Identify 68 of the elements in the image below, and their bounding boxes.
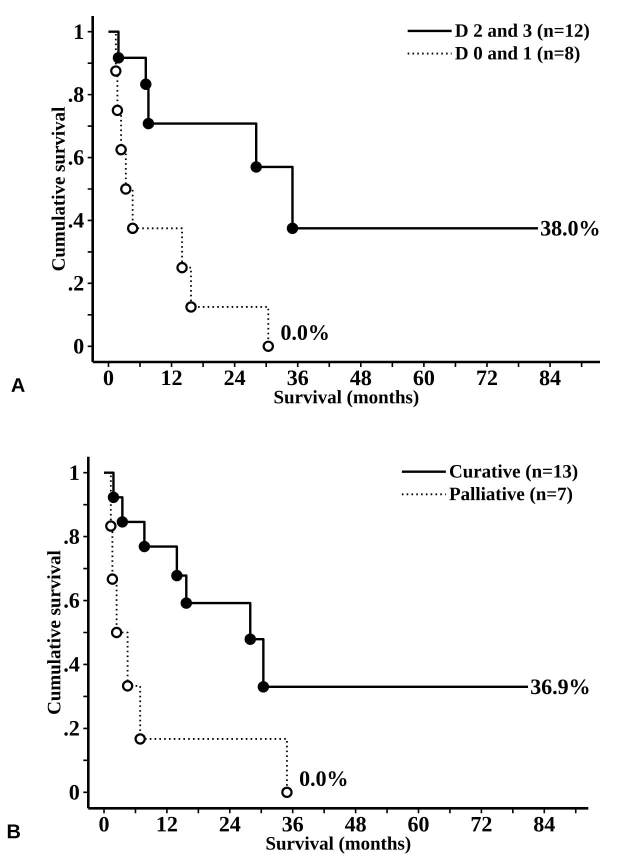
- point: [171, 570, 183, 582]
- x-tick-label: 72: [477, 370, 497, 386]
- point: [116, 516, 128, 528]
- text: A: [11, 378, 25, 392]
- y-tick-label: .2: [68, 276, 84, 291]
- point: [258, 681, 270, 693]
- point: [142, 118, 154, 130]
- x-tick-label: 36: [282, 816, 304, 832]
- x-tick-label: 36: [288, 370, 308, 386]
- annotation: 0.0%: [281, 325, 328, 340]
- y-tick-label: .8: [64, 529, 80, 544]
- y-tick-label: 0: [70, 784, 79, 800]
- x-tick-label: 48: [344, 816, 366, 832]
- point: [120, 183, 132, 195]
- legend-label: Palliative (n=7): [449, 487, 572, 504]
- point: [106, 573, 118, 585]
- legend-label: Curative (n=13): [450, 464, 578, 482]
- x-tick-label: 0: [99, 816, 109, 832]
- y-tick-label: .4: [68, 213, 84, 228]
- x-tick-label: 60: [414, 370, 434, 386]
- y-tick-label: 1: [70, 465, 79, 480]
- point: [286, 222, 298, 234]
- y-tick-label: .4: [64, 657, 80, 672]
- x-tick-label: 24: [224, 370, 246, 386]
- point: [140, 78, 152, 90]
- x-axis-title: Survival (months): [274, 390, 418, 408]
- point: [105, 520, 117, 532]
- y-tick-label: .6: [64, 593, 80, 608]
- annotation: 38.0%: [541, 220, 598, 236]
- y-tick-label: 0: [74, 338, 84, 354]
- point: [244, 634, 256, 645]
- legend-label: D 2 and 3 (n=12): [455, 24, 589, 41]
- x-tick-label: 48: [350, 370, 372, 386]
- x-tick-label: 12: [162, 370, 182, 386]
- y-tick-label: .2: [64, 720, 79, 736]
- x-tick-label: 12: [158, 816, 177, 832]
- point: [176, 262, 188, 274]
- point: [262, 340, 274, 352]
- point: [115, 144, 127, 156]
- x-tick-label: 72: [472, 816, 492, 832]
- x-tick-label: 24: [220, 816, 240, 832]
- x-tick-label: 0: [104, 370, 114, 386]
- y-tick-label: .8: [68, 87, 84, 102]
- point: [110, 626, 122, 638]
- point: [112, 52, 124, 64]
- point: [281, 786, 293, 798]
- legend-label: D 0 and 1 (n=8): [455, 46, 580, 64]
- point: [108, 492, 120, 503]
- point: [250, 161, 262, 173]
- point: [126, 222, 138, 234]
- y-axis-title: Cumulative survival: [52, 107, 65, 270]
- y-tick-label: 1: [74, 24, 84, 39]
- y-axis-title: Cumulative survival: [47, 550, 61, 714]
- y-tick-label: .6: [68, 150, 84, 165]
- point: [185, 301, 197, 313]
- point: [138, 540, 150, 552]
- x-tick-label: 84: [540, 370, 561, 386]
- point: [110, 65, 122, 77]
- point: [122, 680, 134, 692]
- annotation: 0.0%: [300, 771, 346, 786]
- text: B: [8, 824, 20, 838]
- annotation: 36.9%: [531, 679, 588, 694]
- x-tick-label: 84: [534, 816, 555, 832]
- x-tick-label: 60: [408, 816, 429, 832]
- point: [180, 597, 192, 609]
- x-axis-title: Survival (months): [266, 836, 410, 854]
- point: [112, 104, 124, 116]
- point: [134, 733, 146, 745]
